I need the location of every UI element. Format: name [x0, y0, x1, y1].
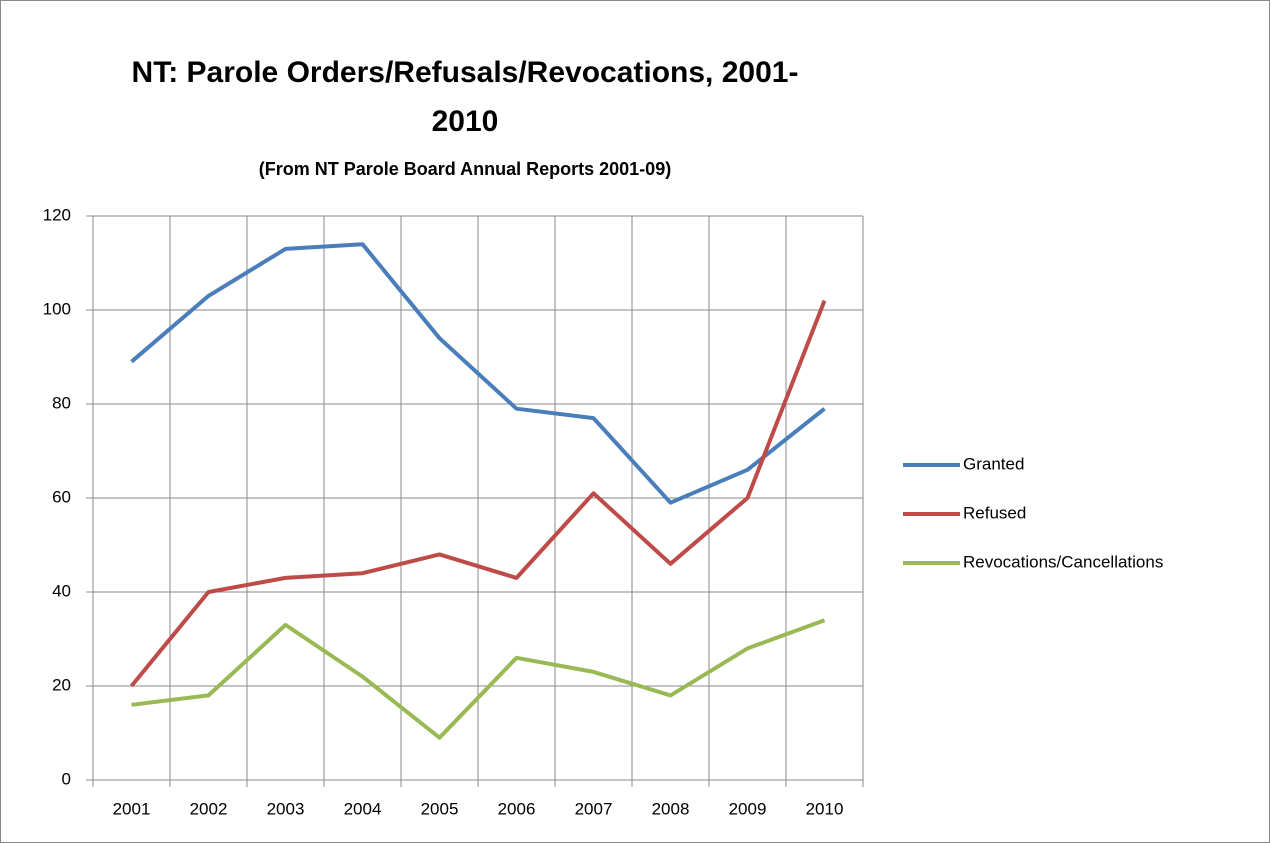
series-line	[129, 299, 827, 688]
x-tick-label: 2004	[344, 799, 382, 818]
legend-label: Granted	[963, 454, 1024, 473]
x-tick-label: 2002	[190, 799, 228, 818]
x-tick-label: 2010	[806, 799, 844, 818]
y-tick-label: 100	[43, 299, 71, 318]
x-tick-label: 2005	[421, 799, 459, 818]
chart-title: NT: Parole Orders/Refusals/Revocations, …	[131, 56, 799, 138]
chart-subtitle: (From NT Parole Board Annual Reports 200…	[259, 159, 671, 179]
series-line	[130, 242, 826, 505]
x-tick-label: 2009	[729, 799, 767, 818]
x-tick-label: 2006	[498, 799, 536, 818]
y-tick-label: 120	[43, 205, 71, 224]
x-tick-label: 2003	[267, 799, 305, 818]
series-line	[131, 618, 826, 740]
x-tick-label: 2007	[575, 799, 613, 818]
y-tick-label: 40	[52, 581, 71, 600]
legend-label: Refused	[963, 503, 1026, 522]
x-tick-label: 2001	[113, 799, 151, 818]
legend-label: Revocations/Cancellations	[963, 552, 1163, 571]
y-tick-label: 80	[52, 393, 71, 412]
y-tick-label: 60	[52, 487, 71, 506]
x-tick-label: 2008	[652, 799, 690, 818]
y-tick-label: 20	[52, 675, 71, 694]
y-tick-label: 0	[62, 769, 71, 788]
